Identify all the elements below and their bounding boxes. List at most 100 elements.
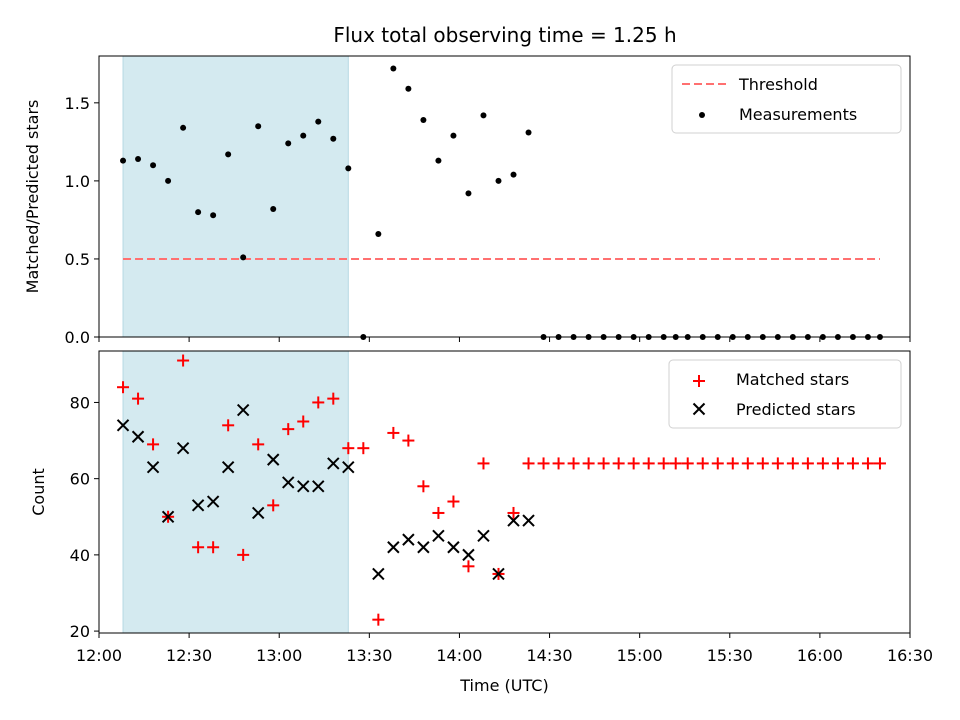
matched-point-35 [642, 457, 655, 470]
predicted-point-26-b [522, 514, 535, 527]
ratio-y-tick-label-1: 0.5 [65, 250, 90, 269]
predicted-point-3 [161, 510, 175, 523]
matched-point-51 [873, 457, 886, 470]
matched-point-49 [846, 457, 859, 470]
measurement-point-22 [450, 132, 457, 139]
predicted-point-2-b [146, 461, 160, 474]
matched-point-10 [267, 499, 280, 512]
matched-point-45 [786, 457, 799, 470]
x-tick-label-1: 12:30 [166, 646, 212, 665]
matched-point-22 [447, 495, 460, 508]
measurement-point-21 [435, 157, 442, 164]
legend-predicted-label: Predicted stars [736, 400, 856, 419]
predicted-point-15 [342, 461, 355, 474]
predicted-point-21 [447, 541, 460, 554]
matched-point-40 [711, 457, 724, 470]
predicted-point-17-b [387, 541, 400, 554]
predicted-point-9 [251, 506, 265, 520]
x-tick-label-3: 13:30 [346, 646, 392, 665]
predicted-point-16-b [372, 567, 385, 581]
observing-span-top [122, 55, 349, 338]
matched-point-37 [669, 457, 682, 470]
count-legend-box [668, 359, 902, 429]
predicted-point-3-b [161, 510, 175, 523]
predicted-point-4-b [176, 441, 190, 455]
predicted-stars-series [116, 403, 535, 581]
predicted-point-23-b [477, 529, 490, 543]
x-tick-label-0: 12:00 [76, 646, 122, 665]
predicted-point-6 [206, 495, 220, 508]
ratio-y-tick-label-2: 1.0 [65, 172, 90, 191]
predicted-point-12 [297, 480, 310, 493]
predicted-point-25 [507, 514, 520, 527]
ratio-y-axis: 0.0 0.5 1.0 1.5 [65, 94, 99, 347]
matched-point-7 [222, 419, 235, 432]
measurement-point-2 [150, 162, 157, 169]
predicted-point-21-b [447, 541, 460, 554]
measurement-point-4 [180, 124, 187, 131]
measurement-point-20 [420, 117, 427, 124]
matched-point-9 [252, 438, 265, 451]
count-y-label: Count [29, 468, 48, 516]
predicted-point-14-b [327, 457, 340, 470]
predicted-point-5 [191, 499, 205, 512]
matched-point-27 [522, 457, 535, 470]
measurement-point-8 [240, 254, 247, 261]
matched-point-28 [537, 457, 550, 470]
ratio-y-label: Matched/Predicted stars [23, 100, 42, 294]
matched-point-47 [816, 457, 829, 470]
matched-point-2 [147, 438, 160, 451]
measurement-point-19 [405, 85, 412, 92]
matched-point-12 [297, 415, 310, 428]
matched-point-21 [432, 506, 445, 519]
predicted-point-13 [312, 480, 325, 493]
measurement-point-14 [330, 135, 337, 142]
measurement-point-18 [390, 65, 397, 72]
matched-point-11 [282, 423, 295, 436]
predicted-point-8 [236, 403, 250, 417]
predicted-point-11-b [282, 476, 295, 489]
matched-point-13 [312, 396, 325, 409]
matched-point-44 [771, 457, 784, 470]
matched-point-17 [372, 613, 385, 626]
count-legend: Matched stars Predicted stars [668, 359, 902, 429]
ratio-legend-box [671, 64, 902, 134]
predicted-point-19 [417, 541, 430, 554]
predicted-point-7-b [221, 461, 235, 474]
x-tick-label-5: 14:30 [527, 646, 573, 665]
matched-point-43 [756, 457, 769, 470]
measurement-point-25 [495, 177, 502, 184]
predicted-point-19-b [417, 541, 430, 554]
matched-point-36 [657, 457, 670, 470]
measurement-point-12 [300, 132, 307, 139]
measurement-point-7 [225, 151, 232, 158]
matched-point-4 [177, 354, 190, 367]
legend-predicted-marker [692, 402, 706, 416]
matched-point-0 [117, 381, 130, 394]
matched-point-30 [567, 457, 580, 470]
measurement-point-13 [315, 118, 322, 125]
x-tick-label-6: 15:00 [617, 646, 663, 665]
ratio-panel: 0.0 0.5 1.0 1.5 Matched/Predicted stars Thr… [23, 55, 911, 347]
predicted-point-10-b [267, 453, 280, 466]
matched-point-6 [207, 541, 220, 554]
predicted-point-20 [432, 529, 445, 543]
observing-span-bottom [122, 350, 349, 634]
ratio-legend: Threshold Measurements [671, 64, 902, 134]
matched-point-32 [597, 457, 610, 470]
predicted-point-13-b [312, 480, 325, 493]
x-tick-label-2: 13:00 [256, 646, 302, 665]
predicted-point-18 [402, 533, 415, 546]
predicted-point-15-b [342, 461, 355, 474]
count-y-tick-label-0: 20 [70, 622, 90, 641]
matched-point-8 [237, 548, 250, 561]
predicted-point-16 [372, 567, 385, 581]
matched-point-41 [726, 457, 739, 470]
count-plot-frame [98, 350, 911, 634]
matched-point-39 [696, 457, 709, 470]
predicted-point-22 [462, 548, 475, 562]
x-axis-label: Time (UTC) [459, 676, 548, 695]
predicted-point-7 [221, 461, 235, 474]
matched-point-26 [507, 506, 520, 519]
